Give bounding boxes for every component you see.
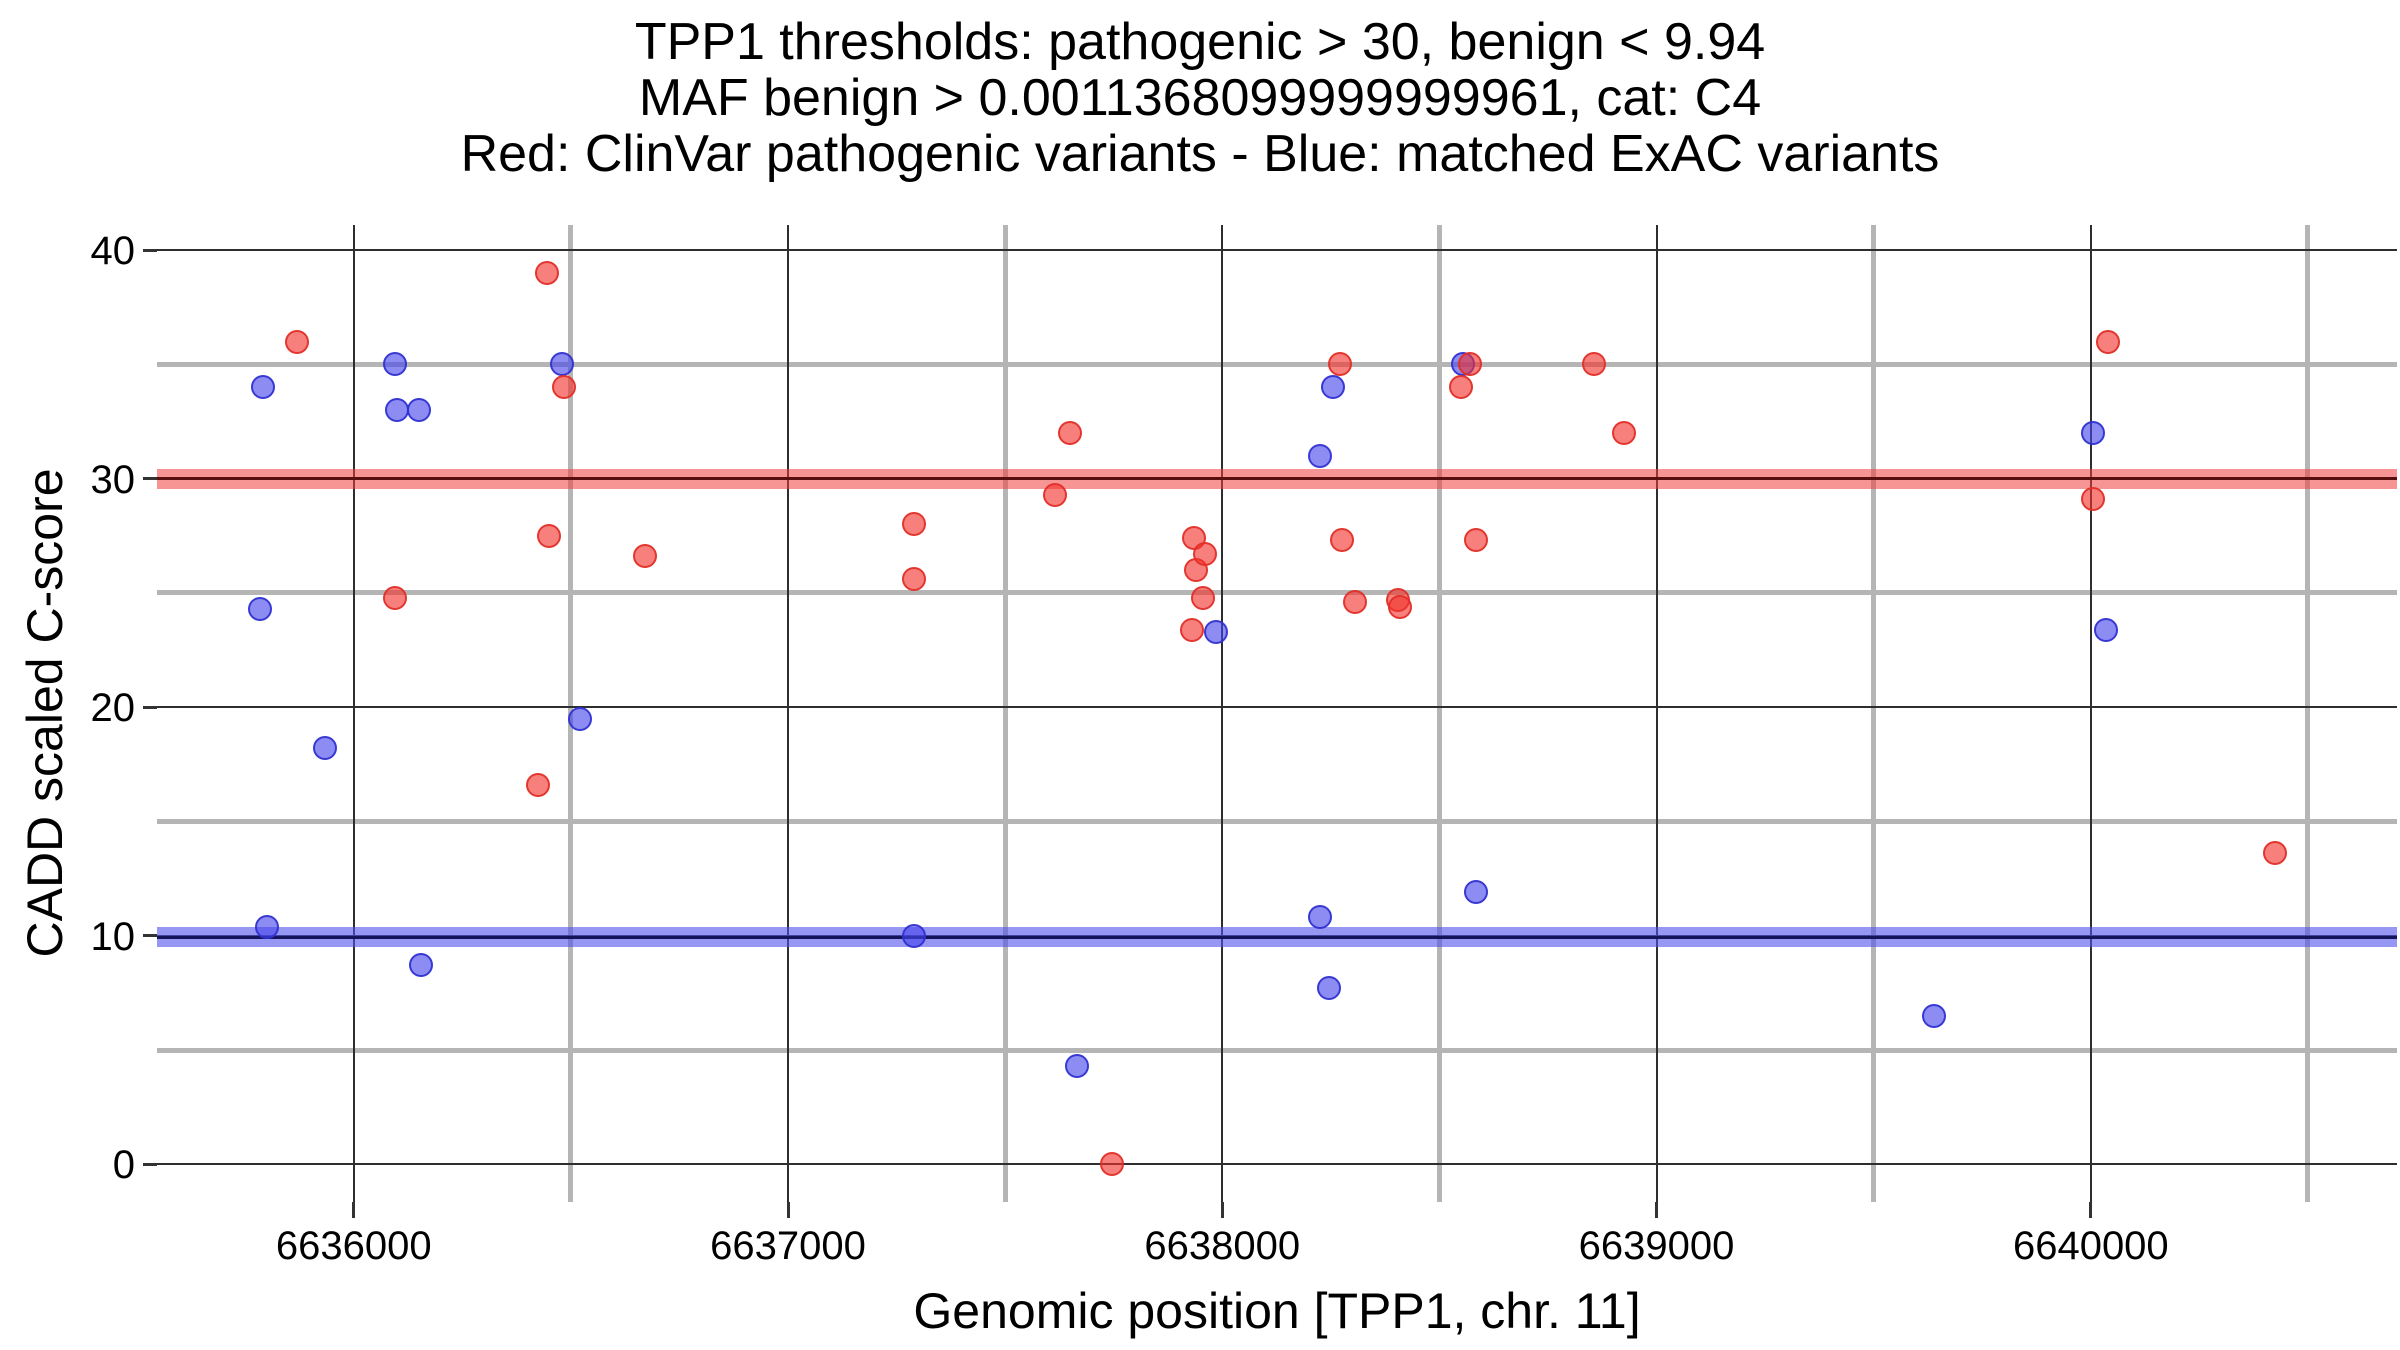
exac-variant-point <box>313 736 338 761</box>
exac-variant-point <box>1321 375 1346 400</box>
exac-variant-point <box>1203 619 1228 644</box>
exac-variant-point <box>901 923 926 948</box>
chart-title-line-1: TPP1 thresholds: pathogenic > 30, benign… <box>634 13 1766 71</box>
clinvar-variant-point <box>2096 329 2121 354</box>
y-tick-label: 20 <box>90 686 136 731</box>
x-gridline-major <box>1655 225 1658 1202</box>
y-tick-label: 10 <box>90 914 136 959</box>
clinvar-variant-point <box>1327 352 1352 377</box>
y-tick-label: 0 <box>112 1143 135 1188</box>
y-gridline-minor <box>157 361 2397 367</box>
clinvar-variant-point <box>285 329 310 354</box>
y-tick-label: 40 <box>90 229 136 274</box>
clinvar-variant-point <box>534 260 559 285</box>
x-gridline-major <box>352 225 355 1202</box>
y-gridline-major <box>157 249 2397 252</box>
x-gridline-major <box>2089 225 2092 1202</box>
y-gridline-minor <box>157 590 2397 596</box>
x-gridline-minor <box>2305 225 2311 1202</box>
exac-variant-point <box>1307 905 1332 930</box>
clinvar-variant-point <box>1192 542 1217 567</box>
exac-variant-point <box>382 352 407 377</box>
x-tick-label: 6640000 <box>2012 1224 2169 1268</box>
x-gridline-minor <box>1436 225 1442 1202</box>
y-gridline-minor <box>157 818 2397 824</box>
y-tick <box>143 705 157 709</box>
benign-threshold-line <box>157 935 2397 939</box>
clinvar-variant-point <box>1058 420 1083 445</box>
x-tick <box>1220 1202 1224 1218</box>
exac-variant-point <box>1316 976 1341 1001</box>
exac-variant-point <box>406 398 431 423</box>
x-tick-label: 6639000 <box>1578 1224 1735 1268</box>
y-gridline-major <box>157 1163 2397 1166</box>
x-tick-label: 6637000 <box>710 1224 866 1268</box>
clinvar-variant-point <box>901 512 926 537</box>
clinvar-variant-point <box>1099 1152 1124 1177</box>
clinvar-variant-point <box>552 375 577 400</box>
exac-variant-point <box>2094 617 2119 642</box>
clinvar-variant-point <box>2081 487 2105 512</box>
clinvar-variant-point <box>1464 528 1489 553</box>
exac-variant-point <box>2081 420 2105 445</box>
exac-variant-point <box>385 398 410 423</box>
exac-variant-point <box>1307 443 1332 468</box>
clinvar-variant-point <box>1043 482 1068 507</box>
chart-title-line-3: Red: ClinVar pathogenic variants - Blue:… <box>460 125 1940 183</box>
y-tick-label: 30 <box>90 457 136 502</box>
exac-variant-point <box>409 953 434 978</box>
clinvar-variant-point <box>1179 617 1204 642</box>
exac-variant-point <box>1064 1054 1089 1079</box>
pathogenic-threshold-line <box>157 477 2397 481</box>
clinvar-variant-point <box>1611 420 1636 445</box>
x-tick <box>352 1202 356 1218</box>
clinvar-variant-point <box>1449 375 1474 400</box>
clinvar-variant-point <box>2263 841 2288 866</box>
y-tick <box>143 934 157 938</box>
clinvar-variant-point <box>1457 352 1482 377</box>
x-tick <box>1655 1202 1659 1218</box>
exac-variant-point <box>1464 880 1489 905</box>
x-tick-label: 6636000 <box>275 1224 432 1268</box>
x-tick <box>2089 1202 2093 1218</box>
clinvar-variant-point <box>1342 590 1367 615</box>
exac-variant-point <box>1922 1003 1947 1028</box>
x-gridline-major <box>1221 225 1224 1202</box>
chart-title: TPP1 thresholds: pathogenic > 30, benign… <box>0 14 2400 182</box>
y-tick <box>143 1162 157 1166</box>
clinvar-variant-point <box>382 585 407 610</box>
y-tick <box>143 248 157 252</box>
exac-variant-point <box>254 914 279 939</box>
x-gridline-minor <box>1871 225 1877 1202</box>
x-gridline-major <box>787 225 789 1202</box>
x-gridline-minor <box>1002 225 1008 1202</box>
chart-title-line-2: MAF benign > 0.0011368099999999961, cat:… <box>638 69 1762 127</box>
clinvar-variant-point <box>1190 585 1215 610</box>
exac-variant-point <box>550 352 575 377</box>
clinvar-variant-point <box>901 567 926 592</box>
clinvar-variant-point <box>537 523 562 548</box>
clinvar-variant-point <box>526 772 551 797</box>
clinvar-variant-point <box>1388 594 1413 619</box>
exac-variant-point <box>248 596 273 621</box>
clinvar-variant-point <box>1329 528 1354 553</box>
exac-variant-point <box>567 706 592 731</box>
x-tick-label: 6638000 <box>1144 1224 1301 1268</box>
y-gridline-major <box>157 706 2397 709</box>
x-axis-title: Genomic position [TPP1, chr. 11] <box>913 1283 1641 1339</box>
exac-variant-point <box>250 375 275 400</box>
y-tick <box>143 477 157 481</box>
clinvar-variant-point <box>1581 352 1606 377</box>
x-tick <box>786 1202 790 1218</box>
clinvar-variant-point <box>632 544 657 569</box>
y-gridline-minor <box>157 1047 2397 1053</box>
